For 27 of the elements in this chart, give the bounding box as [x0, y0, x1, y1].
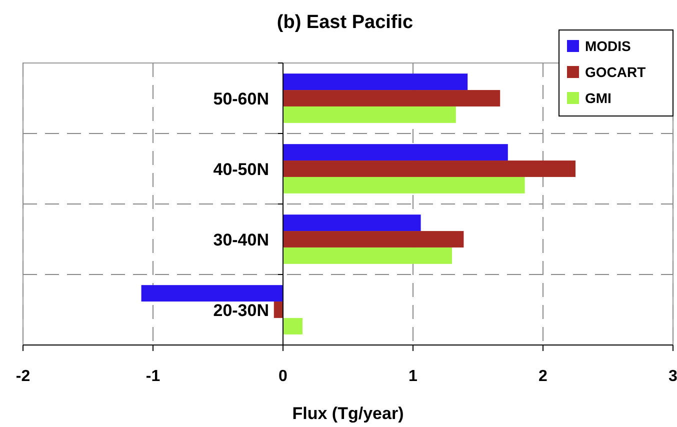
bar — [283, 90, 500, 106]
x-tick-label: 1 — [408, 368, 418, 385]
bar — [283, 176, 525, 194]
x-tick-label: 3 — [668, 368, 677, 385]
y-tick-label: 20-30N — [213, 300, 269, 320]
bar — [274, 302, 283, 318]
bar — [283, 231, 464, 248]
legend-label: MODIS — [585, 38, 631, 54]
bar — [283, 247, 452, 264]
x-axis-title: Flux (Tg/year) — [292, 404, 404, 423]
y-tick-label: 30-40N — [213, 230, 269, 250]
bar — [141, 285, 283, 302]
x-tick-label: 0 — [278, 368, 288, 385]
bar — [283, 160, 576, 177]
bar — [283, 74, 468, 90]
chart-title: (b) East Pacific — [276, 12, 414, 33]
legend-label: GMI — [585, 90, 612, 106]
legend-label: GOCART — [585, 64, 646, 80]
bar — [283, 318, 302, 334]
bar — [283, 214, 421, 232]
y-tick-label: 40-50N — [213, 160, 269, 179]
bar — [283, 144, 508, 161]
x-tick-label: -1 — [146, 368, 160, 385]
y-tick-label: 50-60N — [213, 89, 269, 108]
bar — [283, 106, 456, 123]
x-tick-label: -2 — [16, 368, 30, 385]
x-tick-label: 2 — [538, 368, 548, 385]
